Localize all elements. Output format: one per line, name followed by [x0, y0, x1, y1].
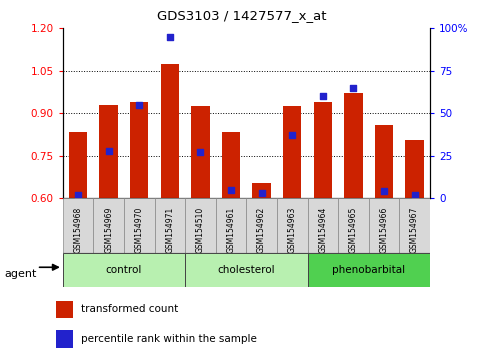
- Point: [319, 93, 327, 99]
- Bar: [185, 198, 216, 253]
- Text: control: control: [106, 265, 142, 275]
- Bar: [69, 132, 87, 198]
- Text: GSM154964: GSM154964: [318, 206, 327, 253]
- Bar: [124, 198, 155, 253]
- Text: GSM154961: GSM154961: [227, 206, 236, 253]
- Text: transformed count: transformed count: [81, 304, 178, 314]
- Bar: [191, 106, 210, 198]
- Bar: [93, 198, 124, 253]
- Bar: [344, 93, 363, 198]
- Bar: [399, 198, 430, 253]
- Text: GSM154967: GSM154967: [410, 206, 419, 253]
- Point: [350, 85, 357, 91]
- Text: agent: agent: [5, 269, 37, 279]
- Bar: [313, 102, 332, 198]
- Text: phenobarbital: phenobarbital: [332, 265, 405, 275]
- Point: [411, 192, 418, 198]
- Bar: [216, 198, 246, 253]
- Point: [227, 187, 235, 193]
- Bar: [222, 132, 240, 198]
- Text: GDS3103 / 1427577_x_at: GDS3103 / 1427577_x_at: [157, 9, 326, 22]
- Bar: [99, 105, 118, 198]
- Point: [74, 192, 82, 198]
- Bar: [283, 106, 301, 198]
- Bar: [338, 198, 369, 253]
- Point: [288, 132, 296, 138]
- Point: [166, 34, 174, 40]
- Bar: [308, 198, 338, 253]
- Bar: [56, 331, 72, 348]
- Bar: [375, 125, 393, 198]
- Text: GSM154963: GSM154963: [288, 206, 297, 253]
- Bar: [155, 198, 185, 253]
- Text: GSM154966: GSM154966: [380, 206, 388, 253]
- Point: [135, 102, 143, 108]
- Text: GSM154962: GSM154962: [257, 206, 266, 253]
- Text: GSM154970: GSM154970: [135, 206, 144, 253]
- Point: [380, 189, 388, 194]
- Bar: [130, 102, 148, 198]
- Point: [258, 190, 266, 196]
- Bar: [308, 253, 430, 287]
- Text: GSM154971: GSM154971: [165, 206, 174, 253]
- Text: GSM154510: GSM154510: [196, 206, 205, 253]
- Bar: [369, 198, 399, 253]
- Bar: [63, 253, 185, 287]
- Text: cholesterol: cholesterol: [217, 265, 275, 275]
- Bar: [253, 183, 271, 198]
- Bar: [63, 198, 93, 253]
- Text: GSM154969: GSM154969: [104, 206, 113, 253]
- Text: GSM154965: GSM154965: [349, 206, 358, 253]
- Text: percentile rank within the sample: percentile rank within the sample: [81, 334, 257, 344]
- Bar: [161, 64, 179, 198]
- Point: [197, 149, 204, 155]
- Bar: [246, 198, 277, 253]
- Bar: [405, 140, 424, 198]
- Bar: [185, 253, 308, 287]
- Bar: [277, 198, 308, 253]
- Point: [105, 148, 113, 154]
- Bar: [56, 301, 72, 318]
- Text: GSM154968: GSM154968: [73, 206, 83, 253]
